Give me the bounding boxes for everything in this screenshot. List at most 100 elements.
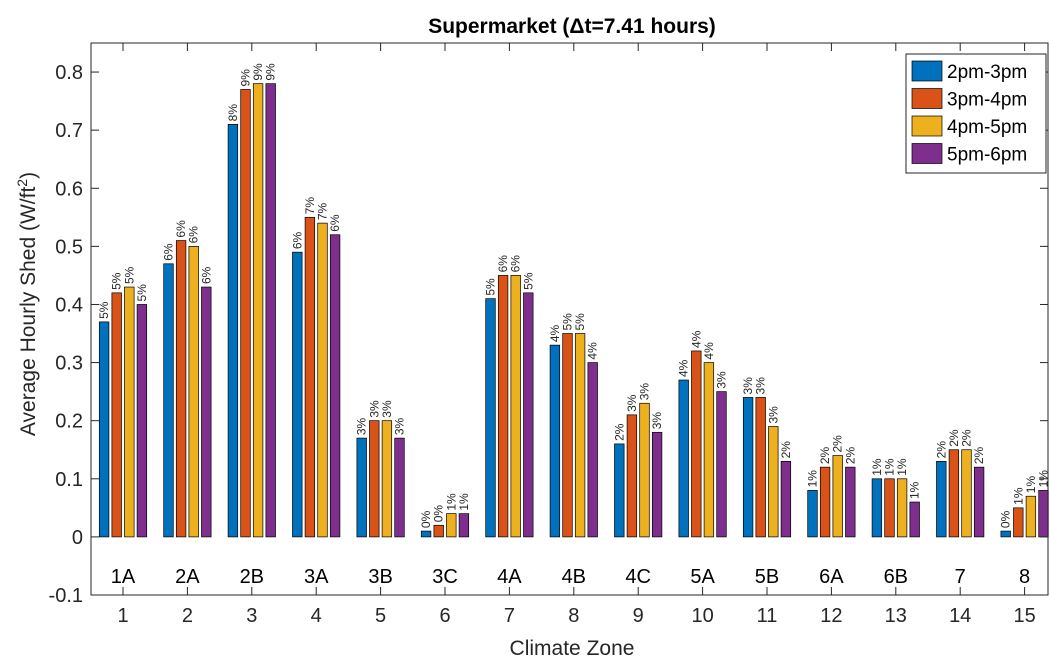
zone-label: 4B — [562, 566, 586, 588]
bar-7-s3 — [510, 275, 521, 538]
zone-label: 2A — [175, 566, 200, 588]
bar-percent-label: 3% — [754, 377, 768, 395]
bar-percent-label: 3% — [715, 371, 729, 389]
bar-percent-label: 3% — [741, 377, 755, 395]
bar-4-s1 — [292, 251, 303, 538]
bar-14-s2 — [948, 449, 960, 538]
bar-12-s3 — [832, 455, 843, 538]
x-axis-title: Climate Zone — [510, 637, 635, 660]
bar-percent-labels: 5%6%8%6%3%0%5%4%2%4%3%1%1%2%0%5%6%9%7%3%… — [97, 63, 1050, 528]
bar-5-s3 — [381, 420, 393, 538]
zone-label: 4C — [625, 566, 651, 588]
y-tick-label: 0.2 — [55, 411, 83, 433]
bar-7-s4 — [523, 292, 534, 538]
bar-percent-label: 1% — [908, 481, 922, 499]
bar-percent-label: 4% — [586, 342, 600, 360]
bar-10-s1 — [678, 379, 689, 538]
bar-15-s1 — [1000, 530, 1011, 538]
bar-percent-label: 1% — [895, 458, 909, 476]
bar-9-s2 — [626, 414, 638, 538]
bar-3-s2 — [240, 89, 251, 538]
bars-layer — [98, 83, 1049, 538]
bar-6-s3 — [446, 513, 457, 538]
bar-3-s1 — [227, 123, 239, 538]
bar-percent-label: 1% — [1024, 476, 1038, 494]
bar-15-s2 — [1013, 507, 1024, 538]
bar-1-s2 — [111, 292, 122, 538]
bar-2-s4 — [201, 286, 212, 538]
bar-7-s2 — [497, 275, 509, 538]
bar-1-s4 — [136, 304, 148, 538]
bar-9-s3 — [639, 402, 650, 538]
bar-3-s3 — [252, 83, 264, 538]
bar-8-s4 — [587, 362, 598, 538]
bar-4-s2 — [304, 216, 316, 538]
legend-label: 2pm-3pm — [947, 62, 1027, 83]
bar-percent-label: 0% — [432, 505, 446, 523]
climate-zone-labels: 1A 2A 2B 3A 3B 3C 4A 4B 4C 5A 5B 6A 6B 7 8 — [111, 566, 1030, 588]
x-tick-label: 5 — [375, 605, 386, 627]
y-tick-label: 0.6 — [55, 178, 83, 200]
bar-percent-label: 3% — [393, 417, 407, 435]
bar-12-s2 — [819, 466, 831, 538]
bar-percent-label: 5% — [521, 272, 535, 290]
y-tick-label: 0 — [72, 527, 83, 549]
bar-percent-label: 7% — [303, 197, 317, 215]
bar-11-s2 — [755, 397, 766, 538]
legend-label: 5pm-6pm — [947, 145, 1027, 166]
zone-label: 5A — [690, 566, 715, 588]
bar-percent-label: 3% — [355, 417, 369, 435]
x-tick-label: 6 — [439, 605, 450, 627]
bar-3-s4 — [265, 83, 276, 538]
zone-label: 1A — [111, 566, 136, 588]
bar-percent-label: 0% — [419, 510, 433, 528]
bar-percent-label: 2% — [843, 446, 857, 464]
bar-percent-label: 2% — [934, 441, 948, 459]
bar-percent-label: 1% — [444, 493, 458, 511]
bar-percent-label: 2% — [960, 429, 974, 447]
bar-percent-label: 1% — [806, 470, 820, 488]
y-tick-label: 0.4 — [55, 294, 83, 316]
bar-2-s2 — [175, 240, 187, 538]
zone-label: 2B — [240, 566, 264, 588]
bar-2-s1 — [163, 263, 174, 538]
bar-5-s1 — [356, 437, 367, 538]
bar-percent-label: 4% — [677, 359, 691, 377]
bar-percent-label: 2% — [779, 441, 793, 459]
bar-8-s1 — [549, 344, 561, 538]
y-tick-label: 0.3 — [55, 353, 83, 375]
bar-percent-label: 9% — [264, 63, 278, 81]
bar-6-s1 — [420, 530, 432, 538]
bar-11-s3 — [768, 426, 779, 538]
bar-percent-label: 2% — [947, 429, 961, 447]
legend-swatch — [911, 60, 943, 82]
bar-percent-label: 5% — [122, 266, 136, 284]
bar-percent-label: 5% — [110, 272, 124, 290]
bar-percent-label: 2% — [818, 446, 832, 464]
x-tick-label: 3 — [246, 605, 257, 627]
bar-13-s3 — [896, 478, 908, 538]
bar-9-s4 — [651, 431, 663, 538]
bar-percent-label: 1% — [883, 458, 897, 476]
bar-14-s1 — [936, 461, 947, 538]
bar-percent-label: 2% — [831, 435, 845, 453]
bar-percent-label: 1% — [457, 493, 471, 511]
y-axis-title: Average Hourly Shed (W/ft2) — [14, 172, 40, 436]
bar-percent-label: 6% — [199, 266, 213, 284]
x-tick-label: 8 — [568, 605, 579, 627]
bar-percent-label: 6% — [290, 232, 304, 250]
legend-swatch — [911, 115, 943, 137]
bar-percent-label: 6% — [509, 255, 523, 273]
bar-percent-label: 3% — [638, 383, 652, 401]
bar-10-s2 — [691, 350, 702, 538]
bar-percent-label: 1% — [1011, 487, 1025, 505]
x-tick-label: 7 — [504, 605, 515, 627]
bar-percent-label: 3% — [367, 400, 381, 418]
bar-1-s1 — [98, 321, 110, 538]
bar-4-s3 — [317, 222, 328, 538]
bar-8-s3 — [574, 333, 586, 538]
legend-swatch — [911, 143, 943, 164]
bar-percent-label: 2% — [972, 446, 986, 464]
bar-percent-label: 9% — [239, 69, 253, 87]
